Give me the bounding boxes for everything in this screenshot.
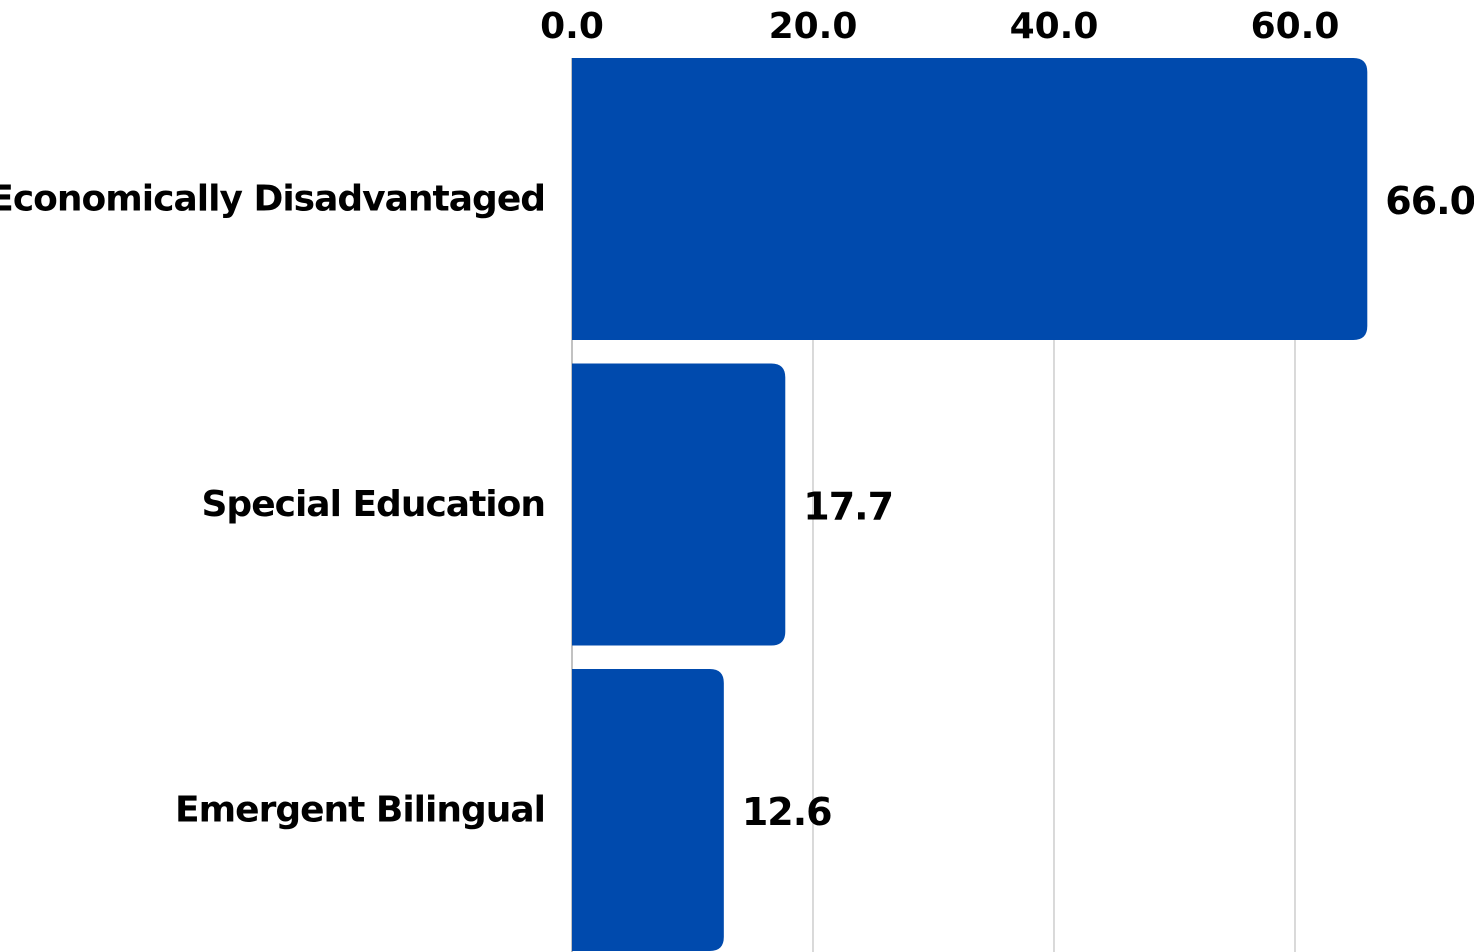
x-axis-ticks: 0.0 20.0 40.0 60.0 bbox=[540, 6, 1339, 47]
bar-special-education bbox=[572, 363, 786, 646]
value-label: 66.0 bbox=[1385, 179, 1474, 223]
value-labels: 66.0 17.7 12.6 bbox=[742, 179, 1474, 834]
bar-economically-disadvantaged bbox=[572, 58, 1368, 340]
value-label: 12.6 bbox=[742, 790, 832, 834]
category-label: Emergent Bilingual bbox=[175, 790, 545, 831]
bars bbox=[572, 58, 1368, 951]
category-label: Economically Disadvantaged bbox=[0, 179, 545, 220]
bar-emergent-bilingual bbox=[572, 669, 724, 951]
x-tick-label: 60.0 bbox=[1251, 6, 1340, 47]
x-tick-label: 0.0 bbox=[540, 6, 604, 47]
category-labels: Economically Disadvantaged Special Educat… bbox=[0, 179, 546, 831]
category-label: Special Education bbox=[202, 484, 546, 525]
x-tick-label: 20.0 bbox=[769, 6, 858, 47]
value-label: 17.7 bbox=[803, 485, 893, 529]
x-tick-label: 40.0 bbox=[1010, 6, 1099, 47]
